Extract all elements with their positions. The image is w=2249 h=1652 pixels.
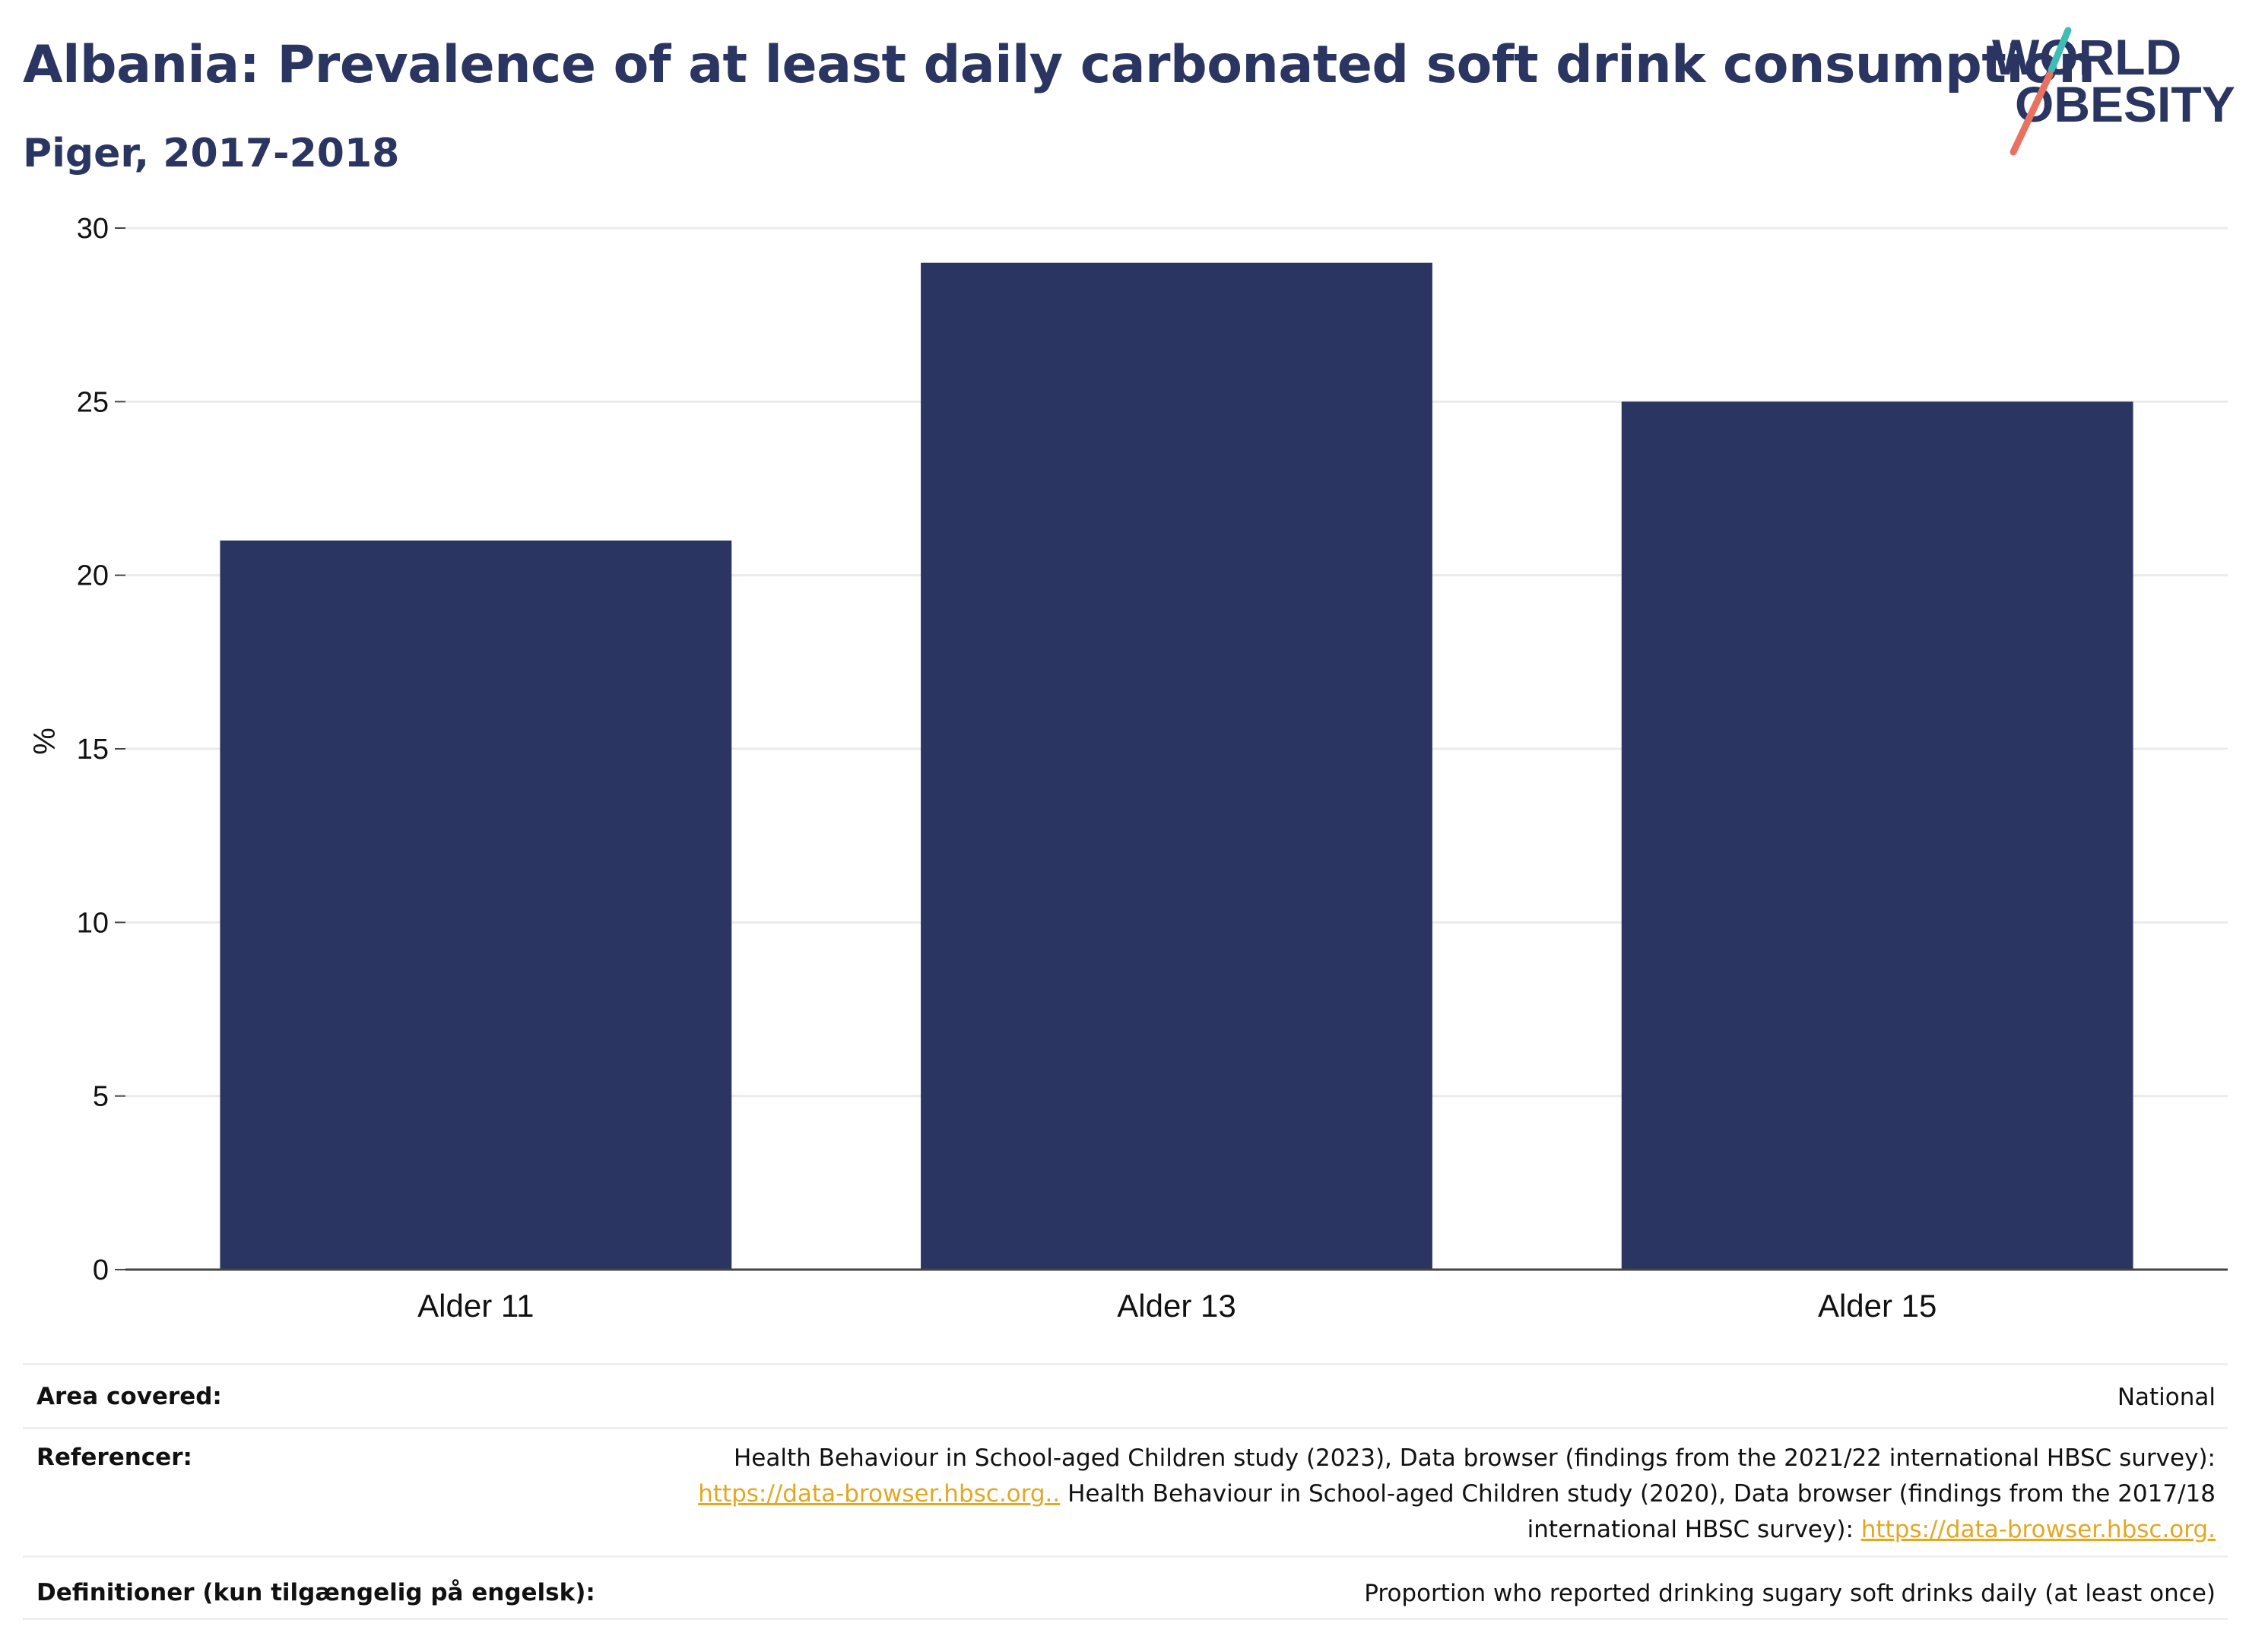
references-label: Referencer: <box>36 1444 192 1471</box>
x-tick-label: Alder 13 <box>1117 1288 1236 1324</box>
definitions-label: Definitioner (kun tilgængelig på engelsk… <box>36 1579 595 1606</box>
area-covered-value: National <box>2117 1384 2216 1411</box>
references-line-3-text: international HBSC survey): <box>1527 1516 1861 1543</box>
y-axis-label: % <box>28 728 62 755</box>
bars <box>220 262 2133 1270</box>
logo-slash-coral <box>2010 71 2054 156</box>
bar-alder-13[interactable] <box>921 262 1432 1270</box>
references-value: Health Behaviour in School-aged Children… <box>543 1441 2216 1548</box>
bar-alder-11[interactable] <box>220 541 732 1270</box>
y-tick-label: 15 <box>77 734 109 766</box>
definitions-value: Proportion who reported drinking sugary … <box>1364 1580 2216 1607</box>
y-tick-label: 20 <box>77 560 109 592</box>
world-obesity-logo: WORLD OBESITY <box>1992 27 2235 156</box>
footer-area-row: Area covered: National <box>23 1380 2228 1418</box>
bar-chart: 0 5 10 15 20 25 30 Alder 11 Alder 13 Alder 15 % <box>28 213 2228 1324</box>
x-tick-label: Alder 11 <box>417 1288 534 1324</box>
y-tick-label: 25 <box>77 386 109 418</box>
y-tick-label: 10 <box>77 907 109 939</box>
chart-title: Albania: Prevalence of at least daily ca… <box>23 35 2095 95</box>
hbsc-link-1[interactable]: https://data-browser.hbsc.org.. <box>698 1480 1061 1508</box>
footer-divider <box>23 1618 2228 1620</box>
footer-divider <box>23 1363 2228 1365</box>
references-line-3: international HBSC survey): https://data… <box>543 1512 2216 1548</box>
y-tick-label: 0 <box>93 1254 109 1286</box>
references-line-2-text: Health Behaviour in School-aged Children… <box>1060 1480 2216 1508</box>
logo-world-text: WORLD <box>1992 29 2181 85</box>
logo-slash-teal <box>2048 27 2072 74</box>
area-covered-label: Area covered: <box>36 1383 222 1410</box>
hbsc-link-2[interactable]: https://data-browser.hbsc.org. <box>1860 1516 2216 1543</box>
footer-definitions-row: Definitioner (kun tilgængelig på engelsk… <box>23 1576 2228 1614</box>
logo-obesity-text: OBESITY <box>2015 76 2235 132</box>
footer-divider <box>23 1555 2228 1558</box>
x-tick-label: Alder 15 <box>1818 1288 1937 1324</box>
references-line-2: https://data-browser.hbsc.org.. Health B… <box>543 1476 2216 1512</box>
y-tick-label: 30 <box>77 213 109 245</box>
y-tick-label: 5 <box>93 1081 109 1113</box>
references-line-1: Health Behaviour in School-aged Children… <box>734 1444 2216 1472</box>
axes: 0 5 10 15 20 25 30 Alder 11 Alder 13 Alder 15 <box>77 213 2228 1324</box>
footer-divider <box>23 1427 2228 1429</box>
footer-references-row: Referencer: Health Behaviour in School-a… <box>23 1441 2228 1555</box>
chart-subtitle: Piger, 2017-2018 <box>23 131 400 176</box>
bar-alder-15[interactable] <box>1621 401 2133 1270</box>
